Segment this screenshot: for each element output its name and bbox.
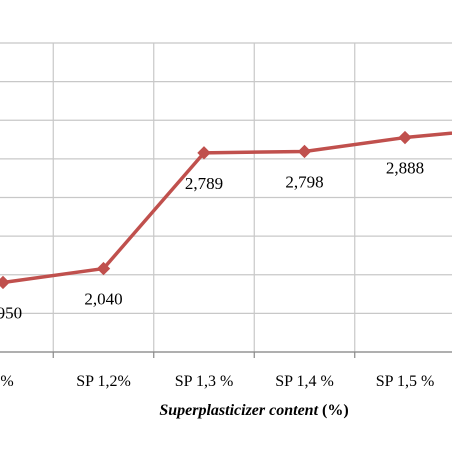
- x-axis-title-unit: (%): [318, 402, 349, 419]
- data-label: 2,798: [285, 172, 323, 191]
- data-label: 2,789: [185, 174, 223, 193]
- data-point-marker: [96, 261, 111, 276]
- x-tick-label: SP 1,4 %: [275, 373, 334, 390]
- series-polyline: [2, 131, 452, 285]
- x-tick-label: SP 1,2%: [76, 373, 131, 390]
- data-point-marker: [398, 130, 412, 145]
- data-label: 2,040: [84, 290, 122, 309]
- x-axis: [0, 351, 452, 358]
- x-axis-title: Superplasticizer content (%): [159, 402, 348, 419]
- x-axis-title-main: Superplasticizer content: [159, 402, 318, 419]
- x-tick-label: SP 1,3 %: [175, 373, 234, 390]
- data-point-marker: [197, 146, 211, 160]
- data-label: 2,888: [386, 159, 424, 178]
- data-labels: 1,950 2,040 2,789 2,798 2,888: [0, 159, 424, 323]
- x-tick-label: SP 1,5 %: [376, 373, 435, 390]
- data-point-marker: [0, 275, 10, 290]
- series-line: [0, 130, 452, 290]
- gridlines: [0, 42, 452, 353]
- data-point-marker: [297, 144, 312, 159]
- x-tick-labels: 0% SP 1,2% SP 1,3 % SP 1,4 % SP 1,5 %: [0, 373, 434, 390]
- x-tick-label: 0%: [0, 373, 14, 390]
- data-label: 1,950: [0, 303, 22, 322]
